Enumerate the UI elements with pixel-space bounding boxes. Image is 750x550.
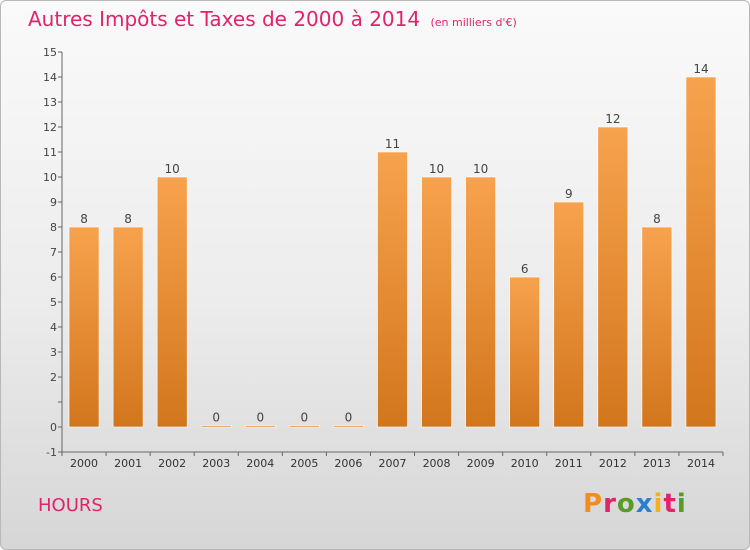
bar [156,176,188,428]
x-tick-label: 2013 [643,457,671,470]
data-label: 8 [124,212,132,226]
y-tick-label: 11 [43,146,57,159]
bar [685,76,717,428]
x-tick-label: 2008 [423,457,451,470]
chart-bars [68,76,717,428]
y-tick-label: 14 [43,71,57,84]
x-tick-label: 2005 [290,457,318,470]
bar [200,425,232,428]
x-tick-label: 2006 [334,457,362,470]
x-tick-label: 2012 [599,457,627,470]
y-tick-label: 8 [50,221,57,234]
data-label: 10 [429,162,444,176]
logo-letter: r [603,489,617,519]
data-label: 0 [301,411,309,425]
bar [509,276,541,428]
bar [289,425,320,428]
x-tick-label: 2004 [246,457,274,470]
bar [421,176,452,428]
bar [112,226,144,428]
logo-letter: P [583,489,604,519]
data-label: 0 [345,411,353,425]
data-label: 0 [256,411,264,425]
y-tick-label: 10 [43,171,57,184]
bar [465,176,496,428]
data-label: 12 [605,112,620,126]
bar [553,201,585,428]
logo-letter: x [635,489,654,519]
data-label: 8 [80,212,88,226]
bar [245,425,276,428]
data-label: 10 [165,162,180,176]
y-tick-label: 12 [43,121,57,134]
bar [597,126,629,428]
data-label: 6 [521,262,529,276]
x-tick-label: 2009 [467,457,495,470]
data-label: 11 [385,137,400,151]
y-tick-label: 0 [50,421,57,434]
bar [641,226,673,428]
logo-letter: i [676,489,687,519]
chart-data-labels: 8 8 10 0 0 0 0 11 10 10 6 9 12 8 14 [80,62,708,425]
y-tick-label: 2 [50,371,57,384]
x-tick-label: 2000 [70,457,98,470]
bar [377,151,408,428]
data-label: 0 [212,411,220,425]
y-tick-label: 15 [43,46,57,59]
y-tick-label: 9 [50,196,57,209]
x-tick-label: 2014 [687,457,715,470]
x-tick-label: 2011 [555,457,583,470]
data-label: 9 [565,187,573,201]
data-label: 14 [693,62,708,76]
chart-title: Autres Impôts et Taxes de 2000 à 2014 (e… [28,7,517,31]
x-tick-label: 2010 [511,457,539,470]
y-tick-label: 6 [50,271,57,284]
chart-title-text: Autres Impôts et Taxes de 2000 à 2014 [28,7,421,31]
chart-unit: (en milliers d'€) [430,16,517,29]
y-tick-label: 3 [50,346,57,359]
bar [333,425,364,428]
x-tick-label: 2007 [379,457,407,470]
y-tick-label: -1 [46,446,57,459]
x-tick-label: 2002 [158,457,186,470]
commune-name: HOURS [38,495,103,516]
data-label: 10 [473,162,488,176]
y-tick-label: 7 [50,246,57,259]
data-label: 8 [653,212,661,226]
logo-letter: i [653,489,664,519]
logo-letter: o [616,489,636,519]
x-tick-label: 2001 [114,457,142,470]
chart-axes: -1 0 2 3 4 5 6 7 8 9 10 11 12 13 14 15 2000 2001 2002 2003 2… [43,46,724,470]
proxiti-logo: Proxiti [583,489,687,519]
y-tick-label: 4 [50,321,57,334]
logo-letter: t [663,489,677,519]
x-tick-label: 2003 [202,457,230,470]
bar [68,226,100,428]
y-tick-label: 5 [50,296,57,309]
y-tick-label: 13 [43,96,57,109]
